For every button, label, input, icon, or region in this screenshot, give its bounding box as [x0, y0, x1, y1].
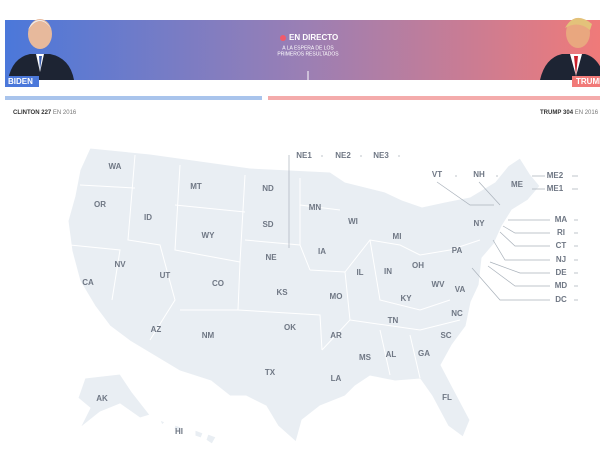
callout-label: DC: [555, 295, 567, 304]
callout-label: DE: [555, 268, 567, 277]
state-label: CA: [82, 278, 94, 287]
state-label: ME: [511, 180, 524, 189]
state-label: OK: [284, 323, 296, 332]
status: PRIMEROS RESULTADOS: [277, 51, 339, 57]
state-label: NE: [265, 253, 277, 262]
biden-tag: [5, 76, 39, 87]
state-label: IA: [318, 247, 326, 256]
state-label: KY: [400, 294, 412, 303]
callout-label: NE2: [335, 151, 351, 160]
state-label: SC: [440, 331, 451, 340]
live-label: EN DIRECTO: [289, 33, 338, 42]
state-label: AZ: [151, 325, 162, 334]
state-label: ND: [262, 184, 274, 193]
state-label: WV: [432, 280, 446, 289]
callout-label: NH: [473, 170, 485, 179]
state-label: IN: [384, 267, 392, 276]
state-label: PA: [452, 246, 463, 255]
state-label: OH: [412, 261, 424, 270]
biden-name: BIDEN: [8, 77, 33, 86]
biden-progress: [5, 96, 262, 100]
state-borders: [69, 154, 481, 379]
state-label: AL: [386, 350, 397, 359]
callout-label: CT: [556, 241, 567, 250]
state-label: NM: [202, 331, 215, 340]
ref-suffix: EN 2016: [53, 110, 77, 116]
contiguous-us: [67, 147, 541, 443]
state-label: AR: [330, 331, 342, 340]
state-label: SD: [262, 220, 273, 229]
state-label: IL: [356, 268, 363, 277]
callout-label: ME2: [547, 171, 564, 180]
hawaii: [159, 419, 217, 445]
state-label: WY: [202, 231, 216, 240]
alaska: [77, 373, 151, 429]
state-label: MN: [309, 203, 322, 212]
trump-tag: [572, 76, 600, 87]
state-label: NV: [114, 260, 126, 269]
status: A LA ESPERA DE LOS: [282, 45, 334, 51]
ref-suffix: EN 2016: [575, 110, 599, 116]
callout-label: VT: [432, 170, 442, 179]
trump-photo: [540, 17, 600, 80]
state-label: MT: [190, 182, 202, 191]
biden-photo: [8, 19, 74, 80]
callout-label: NE1: [296, 151, 312, 160]
state-label: TX: [265, 368, 276, 377]
state-label: KS: [276, 288, 288, 297]
map: [67, 147, 541, 445]
ref-votes: 304: [563, 110, 574, 116]
right-reference: TRUMP 304 EN 2016: [540, 110, 599, 116]
callout-label: RI: [557, 228, 565, 237]
callout-label: ME1: [547, 184, 564, 193]
state-label: NY: [473, 219, 485, 228]
left-reference: CLINTON 227 EN 2016: [13, 110, 77, 116]
state-label: ID: [144, 213, 152, 222]
state-label: UT: [160, 271, 171, 280]
state-label: OR: [94, 200, 106, 209]
callout-label: NE3: [373, 151, 389, 160]
state-label: HI: [175, 427, 183, 436]
state-label: LA: [331, 374, 342, 383]
ref-name: TRUMP: [540, 110, 561, 116]
ref-votes: 227: [41, 110, 52, 116]
state-label: FL: [442, 393, 452, 402]
live-dot: [280, 35, 286, 41]
state-label: WA: [109, 162, 122, 171]
state-label: MI: [393, 232, 402, 241]
state-label: VA: [455, 285, 466, 294]
state-label: MO: [330, 292, 343, 301]
state-label: GA: [418, 349, 430, 358]
callout-label: MA: [555, 215, 568, 224]
state-label: TN: [388, 316, 399, 325]
trump-name: TRUMP: [576, 77, 600, 86]
state-label: AK: [96, 394, 108, 403]
header-bar: [5, 20, 600, 80]
state-label: MS: [359, 353, 372, 362]
trump-progress: [268, 96, 600, 100]
state-label: CO: [212, 279, 224, 288]
state-label: WI: [348, 217, 358, 226]
leader-lines: [288, 155, 578, 301]
state-label: NC: [451, 309, 463, 318]
callout-label: NJ: [556, 255, 566, 264]
callout-label: MD: [555, 281, 568, 290]
ref-name: CLINTON: [13, 110, 40, 116]
